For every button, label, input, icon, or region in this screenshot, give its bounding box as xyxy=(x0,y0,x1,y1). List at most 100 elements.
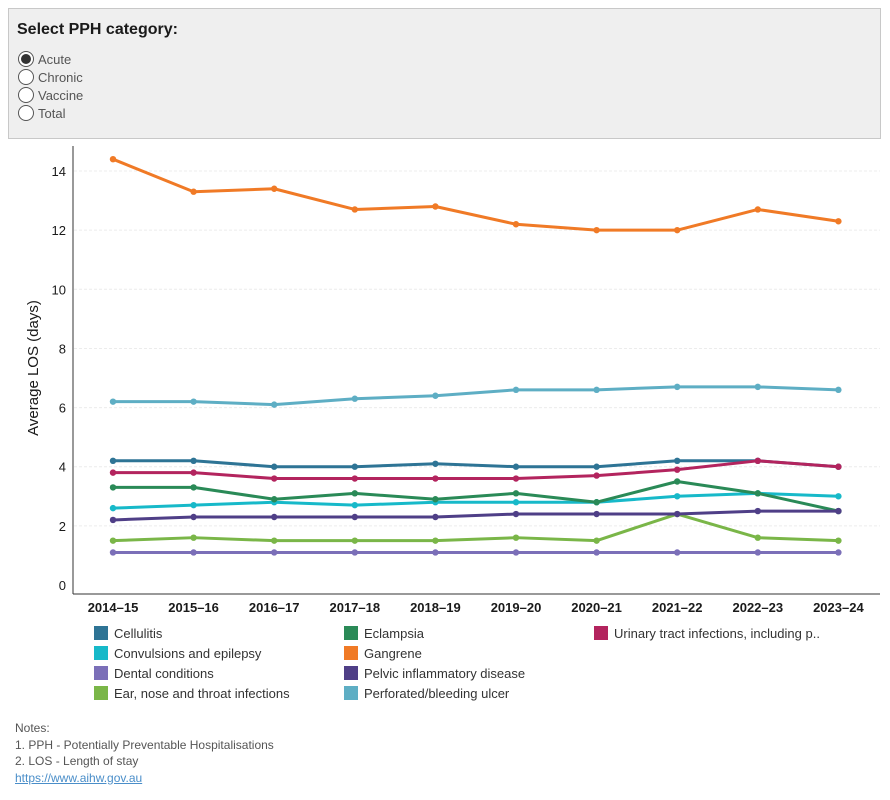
data-point[interactable] xyxy=(674,549,681,556)
radio-vaccine[interactable]: Vaccine xyxy=(18,86,83,104)
series-line[interactable] xyxy=(113,480,839,513)
aihw-link[interactable]: https://www.aihw.gov.au xyxy=(15,770,143,785)
series-line[interactable] xyxy=(112,512,839,543)
radio-circle-icon[interactable] xyxy=(18,69,34,85)
data-point[interactable] xyxy=(593,537,600,544)
series-gangrene[interactable] xyxy=(109,155,842,234)
data-point[interactable] xyxy=(512,499,520,506)
series-line[interactable] xyxy=(113,459,839,469)
data-point[interactable] xyxy=(593,510,600,518)
data-point[interactable] xyxy=(351,206,358,213)
data-point[interactable] xyxy=(593,472,600,479)
data-point[interactable] xyxy=(271,513,278,521)
legend-item[interactable]: Dental conditions xyxy=(94,664,214,682)
data-point[interactable] xyxy=(190,188,197,195)
series-dental-conditions[interactable] xyxy=(109,549,842,556)
data-point[interactable] xyxy=(754,507,761,515)
series-eclampsia[interactable] xyxy=(109,478,842,515)
legend-item[interactable]: Perforated/bleeding ulcer xyxy=(344,684,509,702)
data-point[interactable] xyxy=(271,537,278,544)
data-point[interactable] xyxy=(512,549,520,556)
legend-item[interactable]: Gangrene xyxy=(344,644,422,662)
data-point[interactable] xyxy=(754,206,761,213)
series-urinary-tract-infections-including-p[interactable] xyxy=(109,457,842,482)
series-line[interactable] xyxy=(112,491,839,510)
data-point[interactable] xyxy=(351,501,358,509)
data-point[interactable] xyxy=(109,457,117,465)
data-point[interactable] xyxy=(432,475,439,482)
data-point[interactable] xyxy=(109,398,117,405)
data-point[interactable] xyxy=(351,395,358,402)
data-point[interactable] xyxy=(674,226,681,234)
data-point[interactable] xyxy=(512,221,520,228)
data-point[interactable] xyxy=(512,386,520,394)
legend-item[interactable]: Ear, nose and throat infections xyxy=(94,684,290,702)
data-point[interactable] xyxy=(190,501,197,509)
data-point[interactable] xyxy=(432,496,439,503)
data-point[interactable] xyxy=(351,549,358,556)
radio-chronic[interactable]: Chronic xyxy=(18,68,83,86)
data-point[interactable] xyxy=(593,463,600,470)
data-point[interactable] xyxy=(512,534,520,541)
data-point[interactable] xyxy=(754,490,761,497)
series-line[interactable] xyxy=(113,385,839,407)
data-point[interactable] xyxy=(835,537,842,544)
data-point[interactable] xyxy=(593,386,600,394)
data-point[interactable] xyxy=(432,537,439,544)
data-point[interactable] xyxy=(271,496,278,503)
data-point[interactable] xyxy=(190,549,197,556)
data-point[interactable] xyxy=(512,510,520,518)
series-line[interactable] xyxy=(112,157,839,232)
data-point[interactable] xyxy=(109,484,117,491)
data-point[interactable] xyxy=(190,484,197,491)
data-point[interactable] xyxy=(593,226,600,234)
data-point[interactable] xyxy=(271,463,278,470)
data-point[interactable] xyxy=(351,513,358,521)
radio-circle-icon[interactable] xyxy=(18,51,34,67)
radio-total[interactable]: Total xyxy=(18,104,65,122)
data-point[interactable] xyxy=(432,203,439,210)
data-point[interactable] xyxy=(190,534,197,541)
data-point[interactable] xyxy=(271,185,278,192)
data-point[interactable] xyxy=(190,457,197,465)
data-point[interactable] xyxy=(190,469,197,476)
data-point[interactable] xyxy=(351,490,358,497)
data-point[interactable] xyxy=(109,504,117,512)
data-point[interactable] xyxy=(190,398,197,405)
data-point[interactable] xyxy=(835,549,842,556)
data-point[interactable] xyxy=(754,383,761,391)
legend-item[interactable]: Urinary tract infections, including p.. xyxy=(594,624,820,642)
data-point[interactable] xyxy=(674,478,681,485)
data-point[interactable] xyxy=(674,457,681,465)
data-point[interactable] xyxy=(271,549,278,556)
series-pelvic-inflammatory-disease[interactable] xyxy=(109,507,842,524)
series-convulsions-and-epilepsy[interactable] xyxy=(109,490,842,512)
data-point[interactable] xyxy=(674,493,681,500)
data-point[interactable] xyxy=(432,392,439,399)
data-point[interactable] xyxy=(674,383,681,391)
data-point[interactable] xyxy=(351,463,358,470)
data-point[interactable] xyxy=(512,463,520,470)
data-point[interactable] xyxy=(351,475,358,482)
data-point[interactable] xyxy=(271,475,278,482)
radio-circle-icon[interactable] xyxy=(18,87,34,103)
series-perforated-bleeding-ulcer[interactable] xyxy=(109,383,842,408)
data-point[interactable] xyxy=(351,537,358,544)
legend-item[interactable]: Eclampsia xyxy=(344,624,424,642)
series-line[interactable] xyxy=(113,459,839,481)
data-point[interactable] xyxy=(432,549,439,556)
data-point[interactable] xyxy=(109,516,117,524)
data-point[interactable] xyxy=(835,493,842,500)
data-point[interactable] xyxy=(835,463,842,470)
data-point[interactable] xyxy=(754,534,761,541)
data-point[interactable] xyxy=(835,507,842,515)
data-point[interactable] xyxy=(674,510,681,518)
data-point[interactable] xyxy=(109,549,117,556)
data-point[interactable] xyxy=(674,466,681,473)
data-point[interactable] xyxy=(432,460,439,467)
legend-item[interactable]: Pelvic inflammatory disease xyxy=(344,664,525,682)
legend-item[interactable]: Convulsions and epilepsy xyxy=(94,644,261,662)
data-point[interactable] xyxy=(190,513,197,521)
data-point[interactable] xyxy=(835,386,842,394)
data-point[interactable] xyxy=(754,549,761,556)
